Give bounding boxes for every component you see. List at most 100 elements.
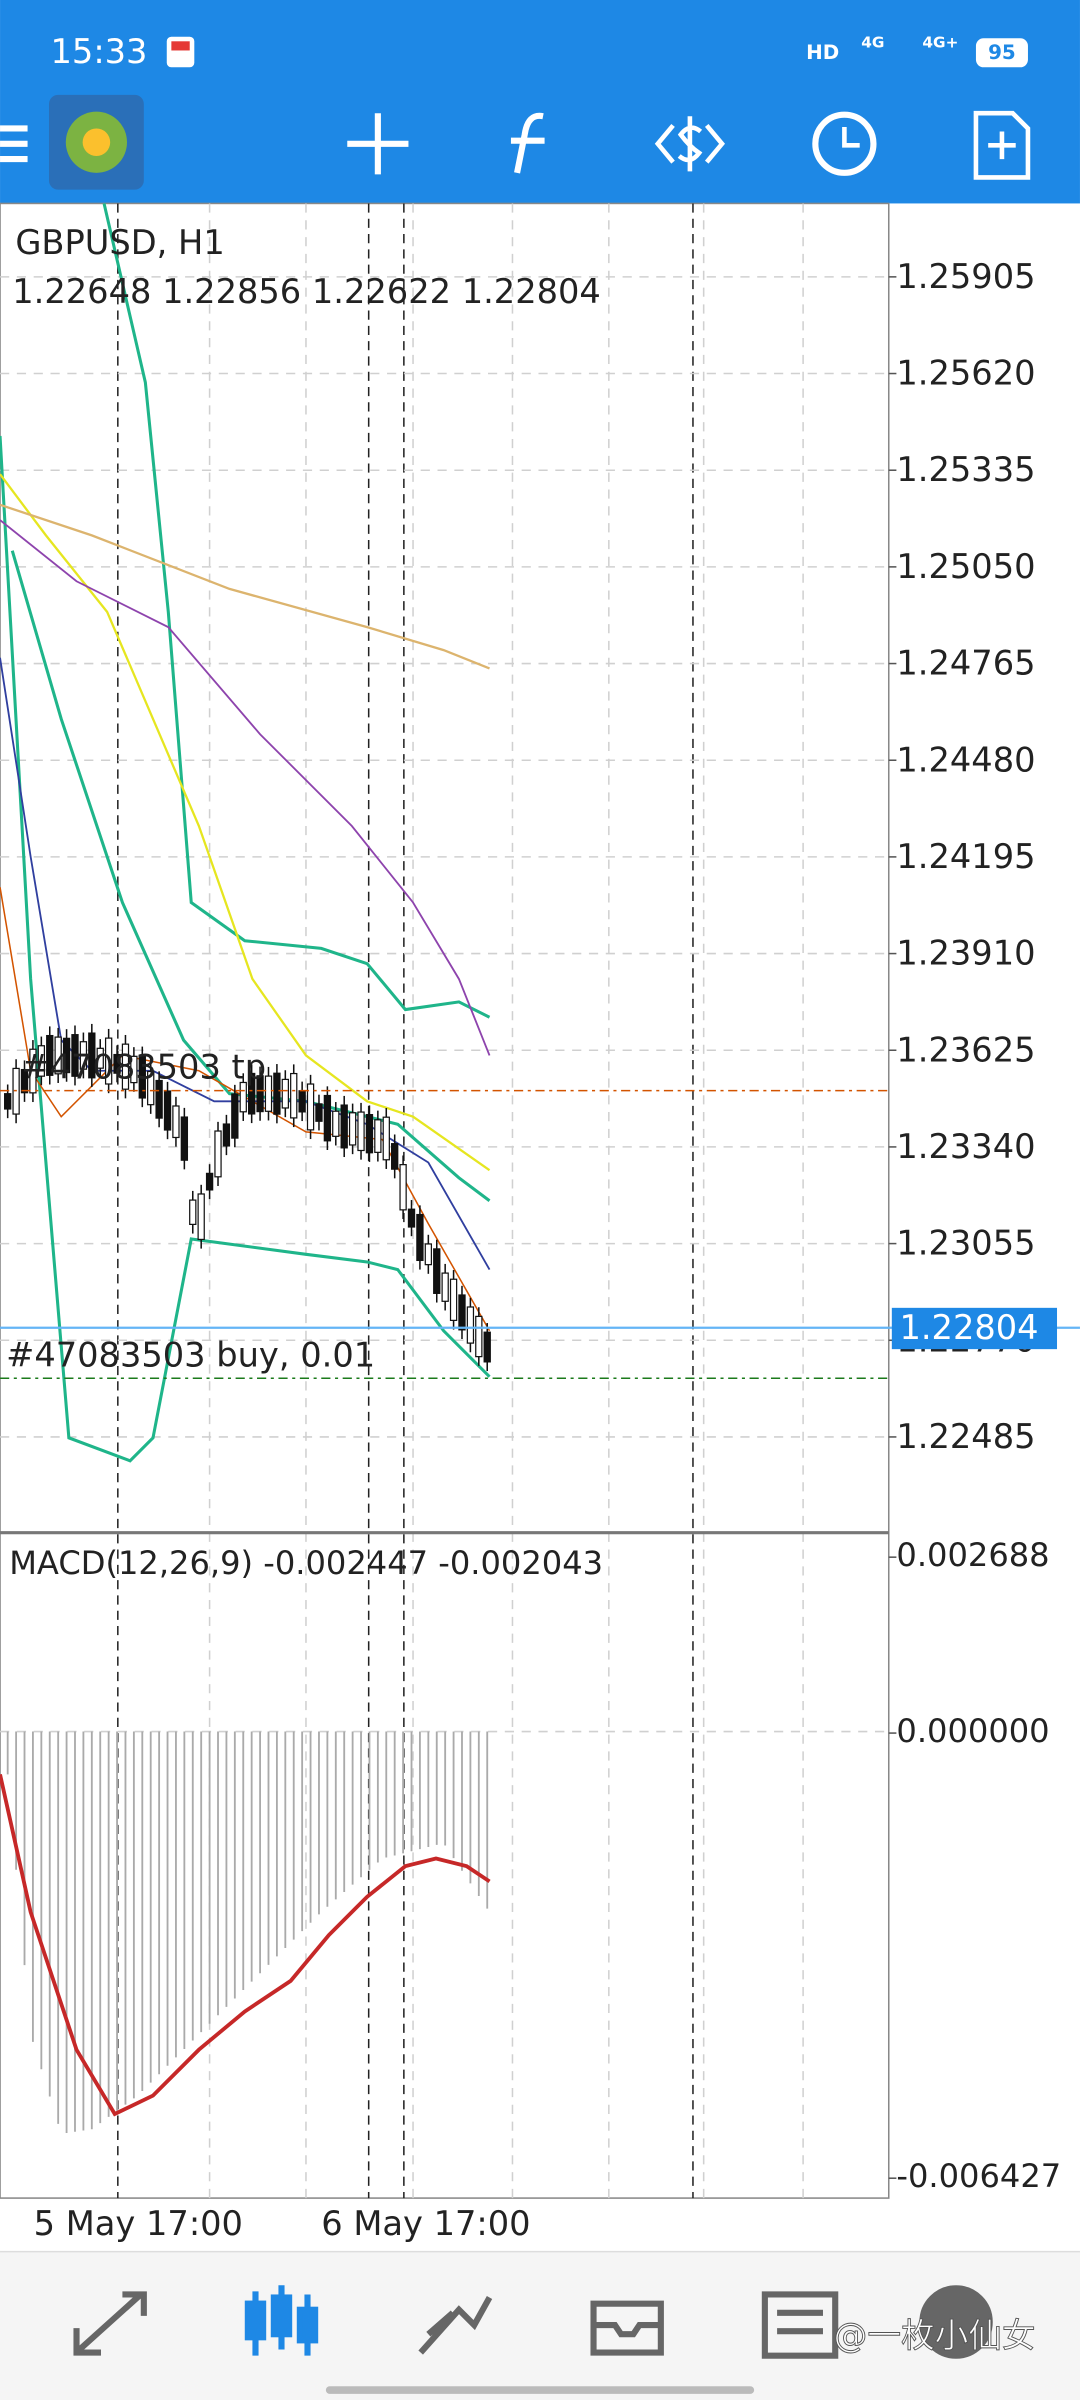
chart-frame [0, 202, 890, 2199]
buy-label: #47083503 buy, 0.01 [6, 1335, 375, 1374]
news-tab[interactable] [761, 2291, 839, 2359]
candle-body [205, 1172, 214, 1191]
candle-body [340, 1104, 348, 1149]
current-price: 1.22804 [899, 1308, 1038, 1347]
candle-body [4, 1093, 12, 1110]
notif-icon-band [171, 41, 190, 51]
top-bar [0, 0, 1080, 204]
time-label: 6 May 17:00 [321, 2204, 530, 2243]
bottom-nav [0, 2251, 1080, 2400]
macd-histogram [6, 1731, 489, 2134]
price-label: 1.22485 [896, 1417, 1035, 1456]
candle-body [214, 1130, 222, 1178]
candle-body [147, 1070, 155, 1106]
macd-scale: 0.002688 [896, 1536, 1049, 1574]
watermark: @一枚小仙女 [834, 2316, 1036, 2355]
candle-body [348, 1112, 357, 1146]
candle-body [172, 1105, 180, 1139]
candle-body [155, 1079, 163, 1119]
messages-tab[interactable] [919, 2285, 993, 2359]
candle-body [138, 1055, 146, 1099]
candle-body [458, 1294, 466, 1331]
candle-body [113, 1053, 121, 1074]
candle-body [37, 1045, 46, 1077]
history-tab[interactable] [590, 2300, 664, 2356]
candle-body [20, 1068, 29, 1094]
candle-body [96, 1047, 104, 1069]
time-label: 5 May 17:00 [34, 2204, 243, 2243]
price-label: 1.25620 [896, 354, 1035, 393]
candle-body [306, 1083, 315, 1131]
macd-scale: -0.006427 [896, 2157, 1061, 2195]
trade-button[interactable] [654, 116, 726, 172]
candle-body [180, 1116, 189, 1161]
new-order-button[interactable] [973, 110, 1031, 180]
ma-red [0, 887, 491, 1332]
candle-body [365, 1113, 374, 1154]
candle-body [391, 1143, 399, 1170]
candle-body [399, 1164, 407, 1211]
candle-body [88, 1032, 96, 1079]
price-label: 1.25335 [896, 450, 1035, 489]
price-label: 1.24765 [896, 644, 1035, 683]
candle-body [433, 1248, 441, 1294]
trade-tab[interactable] [418, 2296, 493, 2355]
tp-label: #47083503 tp [21, 1048, 266, 1087]
candle-body [121, 1043, 130, 1090]
home-indicator [325, 2386, 755, 2394]
candle-body [449, 1278, 458, 1321]
candle-body [298, 1090, 306, 1113]
price-axis: 1.25905 1.25620 1.25335 1.25050 1.24765 1.244… [888, 257, 1036, 1456]
candle-body [273, 1072, 281, 1115]
timeframe-button[interactable] [812, 111, 877, 176]
candle-body [332, 1110, 340, 1137]
candle-body [475, 1315, 483, 1358]
candle-body [29, 1048, 37, 1094]
bollinger-lower [0, 435, 491, 1463]
price-label: 1.25050 [896, 547, 1035, 586]
menu-button[interactable] [0, 125, 28, 163]
candle-body [281, 1078, 289, 1109]
candle-body [46, 1034, 54, 1076]
candle-body [71, 1034, 79, 1077]
candle-body [130, 1055, 138, 1084]
candle-body [54, 1036, 62, 1075]
toolbar [0, 110, 1031, 180]
candle-body [256, 1075, 264, 1113]
candle-body [441, 1272, 449, 1302]
candle-body [79, 1041, 88, 1070]
crosshair-button[interactable] [347, 113, 409, 175]
candle-body [231, 1093, 239, 1139]
candle-body [290, 1072, 298, 1119]
app-icon-center [82, 128, 111, 157]
indicators-button[interactable] [510, 112, 545, 174]
price-label: 1.23625 [896, 1030, 1035, 1069]
network-indicator: 4G [861, 33, 884, 51]
candle-body [264, 1075, 273, 1112]
ma-yellow [0, 473, 491, 1172]
price-label: 1.25905 [896, 257, 1035, 296]
price-label: 1.23055 [896, 1224, 1035, 1263]
macd-scale: 0.000000 [896, 1712, 1049, 1750]
candle-body [424, 1243, 433, 1266]
current-price-box [891, 1307, 1058, 1350]
candle-body [416, 1213, 424, 1262]
candle-body [239, 1081, 247, 1113]
macd-label: MACD(12,26,9) -0.002447 -0.002043 [9, 1544, 603, 1582]
candle-body [163, 1090, 172, 1131]
candle-body [407, 1208, 416, 1228]
candle-body [247, 1072, 256, 1115]
candle-body [104, 1037, 113, 1085]
quotes-tab[interactable] [73, 2291, 147, 2356]
candle-body [323, 1094, 332, 1142]
candle-body [374, 1119, 382, 1153]
candle-body [197, 1193, 205, 1241]
network-indicator-2: 4G+ [922, 33, 958, 51]
price-label: 1.23340 [896, 1127, 1035, 1166]
candle-body [222, 1123, 231, 1147]
hd-indicator: HD [806, 41, 839, 64]
battery [975, 38, 1028, 68]
chart-tab[interactable] [244, 2285, 319, 2356]
candle-body [315, 1103, 323, 1122]
